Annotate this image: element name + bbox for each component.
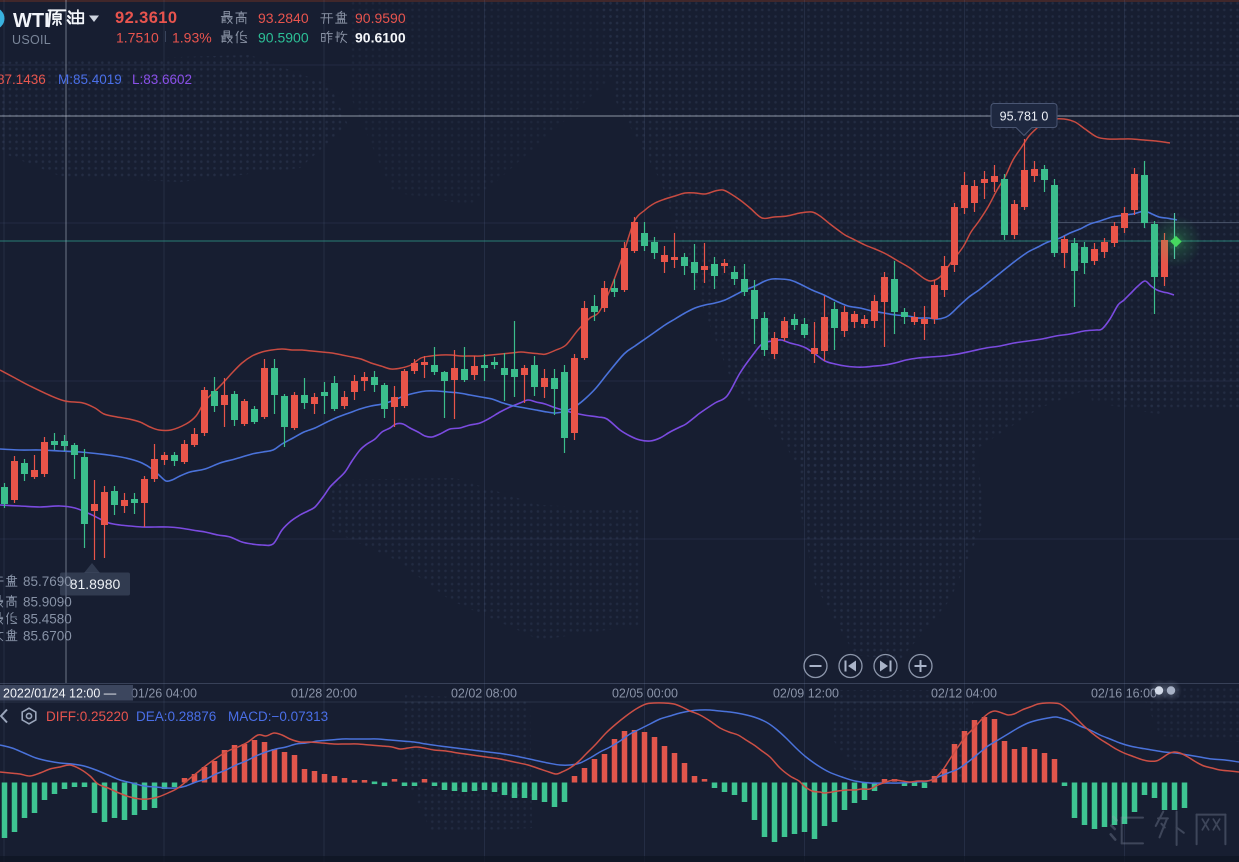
svg-text:02/02 08:00: 02/02 08:00 bbox=[451, 687, 517, 701]
svg-text:02/12 04:00: 02/12 04:00 bbox=[931, 687, 997, 701]
svg-text:L:83.6602: L:83.6602 bbox=[132, 72, 192, 87]
svg-text:85.9090: 85.9090 bbox=[23, 595, 72, 610]
svg-text:85.4580: 85.4580 bbox=[23, 612, 72, 627]
svg-text:02/05 00:00: 02/05 00:00 bbox=[612, 687, 678, 701]
svg-text:90.6100: 90.6100 bbox=[355, 30, 406, 46]
svg-text:M:85.4019: M:85.4019 bbox=[58, 72, 122, 87]
svg-text:WTI: WTI bbox=[13, 10, 50, 32]
svg-text:01/26 04:00: 01/26 04:00 bbox=[131, 687, 197, 701]
svg-text:85.7690: 85.7690 bbox=[23, 574, 72, 589]
svg-text:93.2840: 93.2840 bbox=[258, 10, 309, 26]
svg-text:81.8980: 81.8980 bbox=[70, 576, 121, 592]
svg-text:01/28 20:00: 01/28 20:00 bbox=[291, 687, 357, 701]
svg-text:DIFF:0.25220: DIFF:0.25220 bbox=[46, 709, 129, 724]
svg-text:02/16 16:00: 02/16 16:00 bbox=[1091, 687, 1157, 701]
svg-text:90.9590: 90.9590 bbox=[355, 10, 406, 26]
svg-text:DEA:0.28876: DEA:0.28876 bbox=[136, 709, 216, 724]
svg-text:USOIL: USOIL bbox=[12, 33, 51, 47]
svg-text:1.7510: 1.7510 bbox=[116, 30, 159, 46]
svg-text:95.781 0: 95.781 0 bbox=[1000, 110, 1049, 124]
svg-text:02/09 12:00: 02/09 12:00 bbox=[773, 687, 839, 701]
svg-text:87.1436: 87.1436 bbox=[0, 72, 46, 87]
svg-text:MACD:−0.07313: MACD:−0.07313 bbox=[228, 709, 328, 724]
svg-text:92.3610: 92.3610 bbox=[115, 9, 177, 27]
svg-text:85.6700: 85.6700 bbox=[23, 629, 72, 644]
svg-text:1.93%: 1.93% bbox=[172, 30, 212, 46]
svg-text:2022/01/24 12:00 —: 2022/01/24 12:00 — bbox=[3, 687, 117, 701]
svg-text:90.5900: 90.5900 bbox=[258, 30, 309, 46]
